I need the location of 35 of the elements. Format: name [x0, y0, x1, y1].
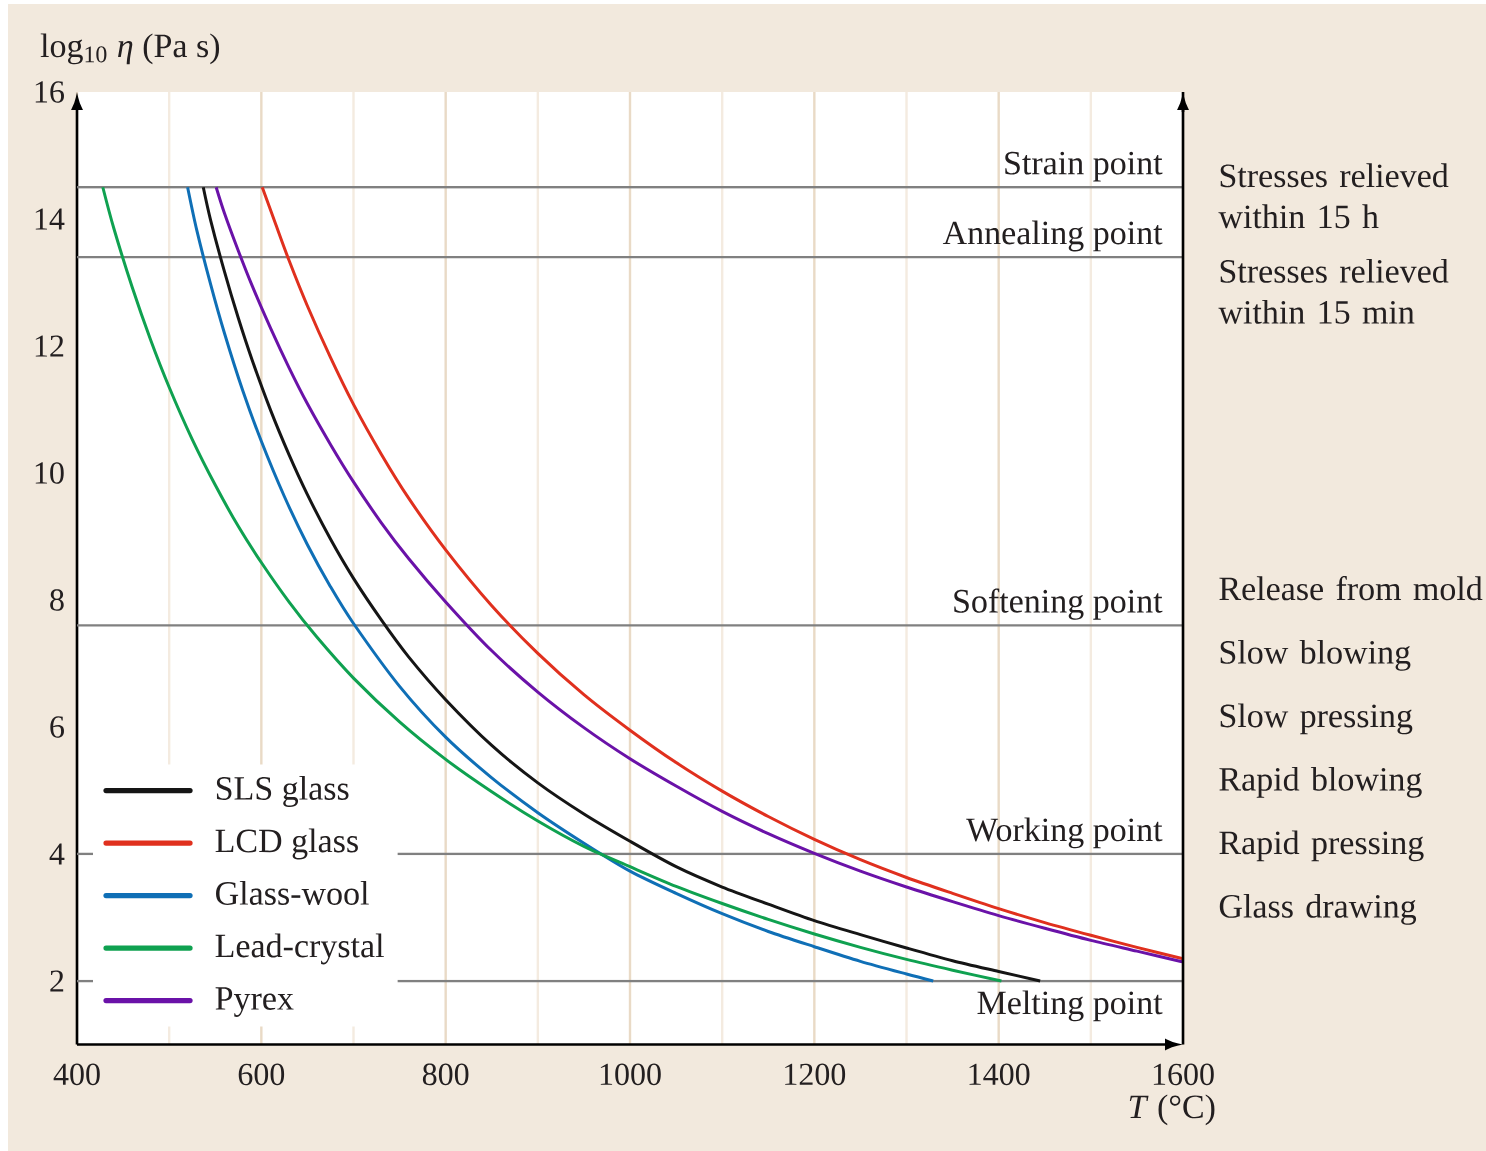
- text: Release from mold: [1219, 576, 1483, 601]
- x-tick-label: 1600: [1153, 1063, 1214, 1086]
- text: Slow pressing: [1220, 703, 1413, 735]
- x-tick-label: 1200: [785, 1063, 846, 1086]
- text: Glass drawing: [1219, 893, 1417, 925]
- text: Rapid blowing: [1219, 766, 1422, 798]
- y-tick-label: 16: [35, 81, 64, 103]
- y-tick-label: 10: [35, 462, 64, 484]
- ref-line-label: Annealing point: [942, 220, 1163, 252]
- legend-label: Pyrex: [215, 987, 294, 1017]
- ref-line-label: Working point: [966, 817, 1163, 849]
- x-tick-label: 1000: [600, 1063, 661, 1086]
- legend-label: Lead-crystal: [215, 933, 384, 965]
- text: Stresses relieved within 15 h: [1218, 163, 1449, 229]
- y-axis-title: log$_{10}$ η (Pa s): [40, 33, 220, 65]
- text: Rapid pressing: [1219, 830, 1424, 862]
- ref-line-label: Strain point: [1005, 151, 1163, 182]
- x-tick-label: 600: [238, 1063, 285, 1086]
- y-tick-label: 14: [35, 208, 65, 230]
- text: Stresses relieved within 15 min: [1218, 258, 1449, 324]
- ref-line-label: Melting point: [977, 990, 1163, 1022]
- legend-label: Glass-wool: [216, 880, 369, 905]
- y-tick-label: 6: [50, 716, 64, 738]
- legend-label: LCD glass: [215, 828, 358, 860]
- text: Slow blowing: [1220, 639, 1411, 671]
- y-tick-label: 8: [50, 589, 64, 611]
- x-tick-label: 1400: [969, 1063, 1030, 1086]
- ref-line-label: Softening point: [954, 588, 1163, 620]
- y-tick-label: 4: [49, 843, 65, 865]
- y-tick-label: 12: [35, 335, 64, 357]
- legend-label: SLS glass: [216, 775, 349, 807]
- x-tick-label: 800: [422, 1063, 469, 1086]
- x-tick-label: 400: [53, 1063, 100, 1086]
- y-tick-label: 2: [50, 970, 64, 992]
- x-axis-title: T (°C): [1129, 1094, 1215, 1126]
